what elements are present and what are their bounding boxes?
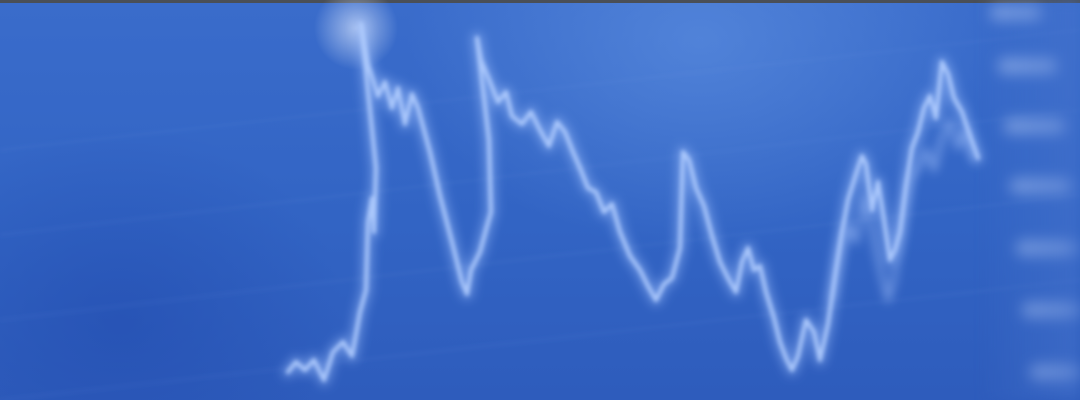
right-edge-haze [980,0,1080,400]
chart-line-secondary [829,117,977,303]
peak-glow [314,0,398,70]
chart-line [286,22,980,382]
top-edge-bar [0,0,1080,3]
background-grid-lines [0,29,1080,400]
